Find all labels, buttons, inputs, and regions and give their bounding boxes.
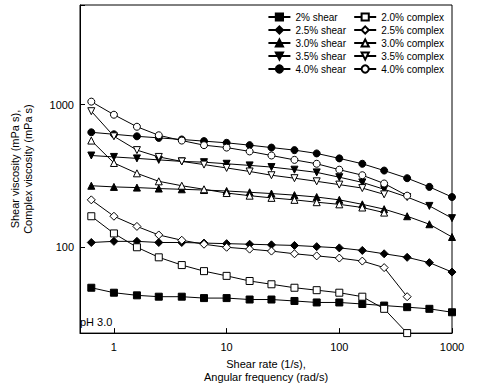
svg-text:10: 10 <box>220 341 232 353</box>
svg-text:3.0% shear: 3.0% shear <box>295 38 346 49</box>
svg-text:100: 100 <box>330 341 348 353</box>
svg-text:Angular frequency (rad/s): Angular frequency (rad/s) <box>204 371 328 383</box>
svg-text:Shear rate (1/s),: Shear rate (1/s), <box>226 358 305 370</box>
svg-text:1000: 1000 <box>440 341 464 353</box>
svg-text:3.0% complex: 3.0% complex <box>381 38 444 49</box>
svg-text:4.0% shear: 4.0% shear <box>295 64 346 75</box>
svg-text:4.0% complex: 4.0% complex <box>381 64 444 75</box>
svg-text:pH 3.0: pH 3.0 <box>80 316 112 328</box>
svg-text:2.0% complex: 2.0% complex <box>381 12 444 23</box>
svg-text:2% shear: 2% shear <box>295 12 338 23</box>
svg-text:2.5% complex: 2.5% complex <box>381 25 444 36</box>
svg-text:1: 1 <box>111 341 117 353</box>
svg-text:Complex viscosity (mPa s): Complex viscosity (mPa s) <box>22 104 34 234</box>
svg-text:2.5% shear: 2.5% shear <box>295 25 346 36</box>
svg-text:3.5% complex: 3.5% complex <box>381 51 444 62</box>
svg-text:1000: 1000 <box>50 99 74 111</box>
svg-text:Shear viscosity (mPa s),: Shear viscosity (mPa s), <box>9 110 21 229</box>
svg-text:3.5% shear: 3.5% shear <box>295 51 346 62</box>
svg-text:100: 100 <box>56 241 74 253</box>
